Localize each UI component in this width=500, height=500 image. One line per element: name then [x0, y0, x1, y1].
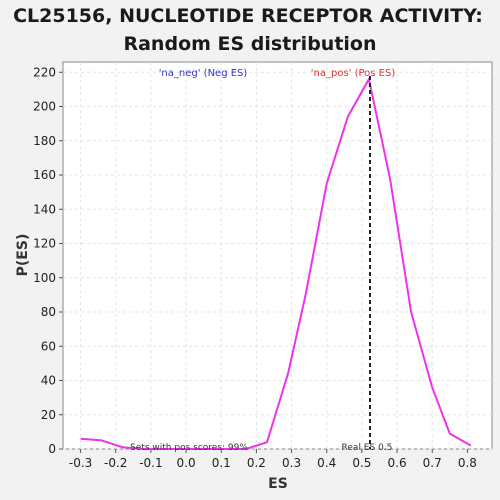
pos-scores-annotation: Sets with pos scores: 99% [130, 443, 248, 453]
y-tick-label: 100 [33, 271, 56, 285]
legend-pos: 'na_pos' (Pos ES) [311, 68, 396, 79]
x-tick-label: 0.2 [247, 456, 266, 470]
real-es-layer: Real ES 0.5 [342, 76, 393, 453]
y-tick-label: 120 [33, 237, 56, 251]
y-tick-label: 160 [33, 168, 56, 182]
x-tick-label: 0.0 [177, 456, 196, 470]
x-tick-label: 0.8 [458, 456, 477, 470]
y-axis-label: P(ES) [15, 234, 31, 277]
x-tick-label: -0.1 [139, 456, 162, 470]
x-tick-label: 0.6 [388, 456, 407, 470]
plot-area [62, 61, 493, 450]
y-tick-label: 0 [48, 442, 56, 456]
y-tick-label: 60 [41, 339, 56, 353]
chart-title-line2: Random ES distribution [123, 33, 376, 55]
real-es-label: Real ES 0.5 [342, 443, 393, 453]
x-tick-label: 0.1 [212, 456, 231, 470]
x-axis-ticks: -0.3 -0.2 -0.1 0.0 0.1 0.2 0.3 0.4 0.5 0.6 0.7 0.8 [69, 449, 477, 470]
x-tick-label: 0.7 [423, 456, 442, 470]
grid-lines [63, 62, 492, 450]
y-tick-label: 220 [33, 65, 56, 79]
x-tick-label: -0.2 [104, 456, 127, 470]
x-tick-label: 0.4 [317, 456, 336, 470]
y-tick-label: 80 [41, 305, 56, 319]
chart-title-line1: CL25156, NUCLEOTIDE RECEPTOR ACTIVITY: [13, 5, 483, 27]
series-layer [80, 78, 472, 450]
es-distribution-line [80, 78, 472, 450]
y-tick-label: 180 [33, 134, 56, 148]
y-tick-label: 200 [33, 100, 56, 114]
x-tick-label: 0.5 [352, 456, 371, 470]
y-tick-label: 20 [41, 408, 56, 422]
y-tick-label: 140 [33, 202, 56, 216]
x-tick-label: -0.3 [69, 456, 92, 470]
x-axis-label: ES [268, 476, 288, 492]
y-tick-label: 40 [41, 374, 56, 388]
legend-neg: 'na_neg' (Neg ES) [159, 68, 248, 79]
y-axis-ticks: 0 20 40 60 80 100 120 140 160 180 200 220 [33, 65, 63, 456]
x-tick-label: 0.3 [282, 456, 301, 470]
